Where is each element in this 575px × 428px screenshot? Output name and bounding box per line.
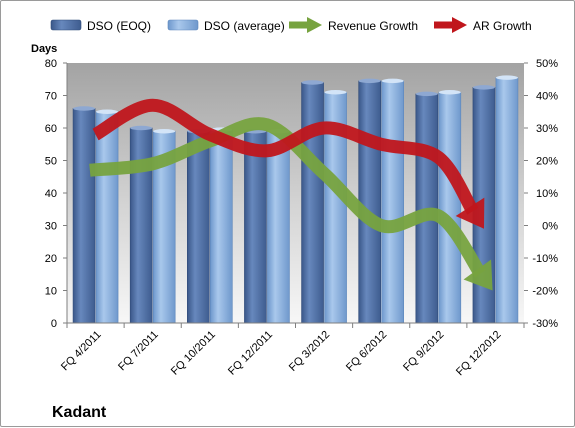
y2-tick-label: 0% — [542, 221, 558, 233]
legend-label-ar-growth: AR Growth — [473, 19, 532, 33]
bar-top-dso-average — [324, 90, 347, 95]
x-tick-label: FQ 12/2012 — [454, 329, 504, 379]
legend-label-dso-eoq: DSO (EOQ) — [87, 19, 151, 33]
bar-top-dso-eoq — [130, 125, 153, 131]
company-label: Kadant — [52, 404, 107, 421]
legend-swatch-dso-average — [167, 19, 199, 31]
legend-arrow-ar-growth — [434, 17, 467, 33]
legend: DSO (EOQ) DSO (average) Revenue Growth A… — [50, 17, 532, 33]
legend-swatch-dso-eoq — [50, 19, 82, 31]
y-tick-label: 40 — [45, 188, 57, 200]
x-tick-label: FQ 4/2011 — [59, 329, 104, 374]
bar-dso-average — [267, 130, 290, 324]
y-tick-label: 50 — [45, 156, 57, 168]
bar-dso-average — [381, 80, 404, 324]
bar-dso-average — [438, 91, 462, 324]
y2-tick-label: -30% — [532, 318, 558, 330]
y2-tick-label: 50% — [536, 58, 558, 70]
bar-top-dso-eoq — [73, 106, 96, 111]
y-tick-label: 60 — [45, 123, 57, 135]
y2-tick-label: 40% — [536, 91, 558, 103]
bar-top-dso-eoq — [472, 85, 495, 90]
y-axis: 0 10 20 30 40 50 60 70 80 — [45, 58, 67, 330]
y-tick-label: 30 — [45, 221, 57, 233]
legend-label-revenue-growth: Revenue Growth — [328, 19, 418, 33]
x-tick-label: FQ 10/2011 — [169, 329, 218, 378]
bar-dso-eoq — [244, 130, 267, 324]
bar-dso-eoq — [129, 127, 153, 324]
x-tick-label: FQ 12/2011 — [226, 329, 275, 378]
growth-lines — [89, 98, 493, 291]
bar-top-dso-average — [96, 109, 119, 114]
bar-top-dso-average — [495, 75, 518, 80]
bar-top-dso-average — [438, 90, 461, 95]
y2-tick-label: -10% — [532, 253, 558, 265]
arrowhead-revenue-growth — [463, 259, 493, 291]
x-tick-label: FQ 3/2012 — [287, 329, 332, 374]
y-tick-label: 70 — [45, 91, 57, 103]
line-ar-growth — [92, 98, 479, 215]
y-axis-title: Days — [31, 43, 57, 55]
y-tick-label: 0 — [51, 318, 57, 330]
x-tick-label: FQ 6/2012 — [344, 329, 389, 374]
legend-arrow-revenue-growth — [289, 17, 322, 33]
legend-label-dso-average: DSO (average) — [204, 19, 285, 33]
bar-dso-average — [95, 111, 119, 324]
bar-dso-eoq — [358, 80, 381, 324]
y-tick-label: 80 — [45, 58, 57, 70]
y-tick-label: 20 — [45, 253, 57, 265]
bar-top-dso-eoq — [301, 80, 324, 85]
y-tick-label: 10 — [45, 286, 57, 298]
y2-axis: -30% -20% -10% 0% 10% 20% 30% 40% 50% — [524, 58, 558, 330]
y2-tick-label: 30% — [536, 123, 558, 135]
bar-top-dso-average — [381, 78, 404, 84]
bar-top-dso-eoq — [415, 91, 438, 97]
bar-dso-eoq — [187, 130, 210, 324]
y2-tick-label: 20% — [536, 156, 558, 168]
line-revenue-growth — [89, 117, 486, 278]
y2-tick-label: 10% — [536, 188, 558, 200]
x-axis: FQ 4/2011 FQ 7/2011 FQ 10/2011 FQ 12/2011 FQ… — [59, 323, 525, 379]
bar-dso-eoq — [301, 82, 324, 324]
bar-top-dso-eoq — [358, 78, 381, 84]
bar-dso-average — [495, 77, 519, 324]
x-tick-label: FQ 7/2011 — [116, 329, 161, 374]
x-tick-label: FQ 9/2012 — [401, 329, 446, 374]
arrowhead-ar-growth — [455, 197, 485, 229]
bar-dso-average — [210, 129, 233, 324]
y2-tick-label: -20% — [532, 286, 558, 298]
bar-dso-eoq — [72, 108, 96, 324]
bar-top-dso-average — [153, 129, 176, 134]
